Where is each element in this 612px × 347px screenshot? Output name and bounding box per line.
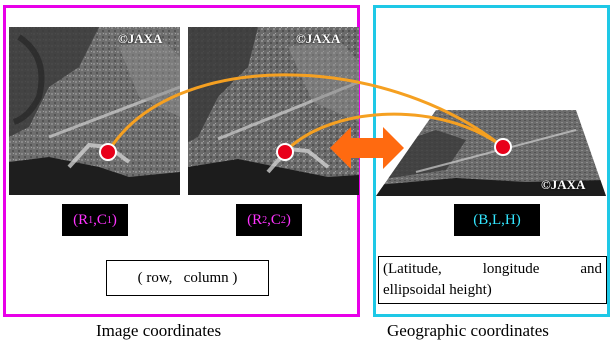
row-column-text: ( row, column ) xyxy=(137,269,238,286)
label-1-mid: ,C xyxy=(93,211,107,228)
ground-point xyxy=(494,138,512,156)
lat-lon-text-line-2: ellipsoidal height) xyxy=(383,282,492,298)
image-1-coordinate-label: (R 1 ,C 1) xyxy=(62,204,128,236)
row-column-box: ( row, column ) xyxy=(106,260,269,296)
caption-image-coordinates: Image coordinates xyxy=(96,321,222,340)
label-1-sub-r: 1 xyxy=(88,214,94,226)
lat-lon-text-line-1: (Latitude, longitude and xyxy=(383,261,602,277)
image-point-1 xyxy=(99,143,117,161)
label-2-mid: ,C xyxy=(267,211,281,228)
label-2-suffix: ) xyxy=(285,211,291,228)
label-2-prefix: (R xyxy=(247,211,263,228)
image-2-coordinate-label: (R 2 ,C 2) xyxy=(236,204,302,236)
label-1-suffix: ) xyxy=(111,211,117,228)
satellite-image-1 xyxy=(9,27,180,195)
geographic-coordinate-label: (B,L,H) xyxy=(454,204,540,236)
caption-geographic-coordinates: Geographic coordinates xyxy=(387,321,549,340)
label-2-sub-c: 2 xyxy=(280,214,286,226)
copyright-mark-1: ©JAXA xyxy=(118,31,163,46)
label-1-prefix: (R xyxy=(73,211,89,228)
label-2-sub-r: 2 xyxy=(262,214,268,226)
copyright-mark-3: ©JAXA xyxy=(541,177,586,192)
projection-ray-2 xyxy=(283,112,504,154)
geographic-coordinates-panel xyxy=(373,5,610,317)
lat-lon-height-box: (Latitude, longitude and ellipsoidal hei… xyxy=(378,256,607,304)
projection-ray-1 xyxy=(106,73,504,153)
image-point-2 xyxy=(276,143,294,161)
satellite-image-2 xyxy=(188,27,359,195)
double-arrow-icon xyxy=(330,127,404,169)
label-1-sub-c: 1 xyxy=(106,214,112,226)
copyright-mark-2: ©JAXA xyxy=(296,31,341,46)
